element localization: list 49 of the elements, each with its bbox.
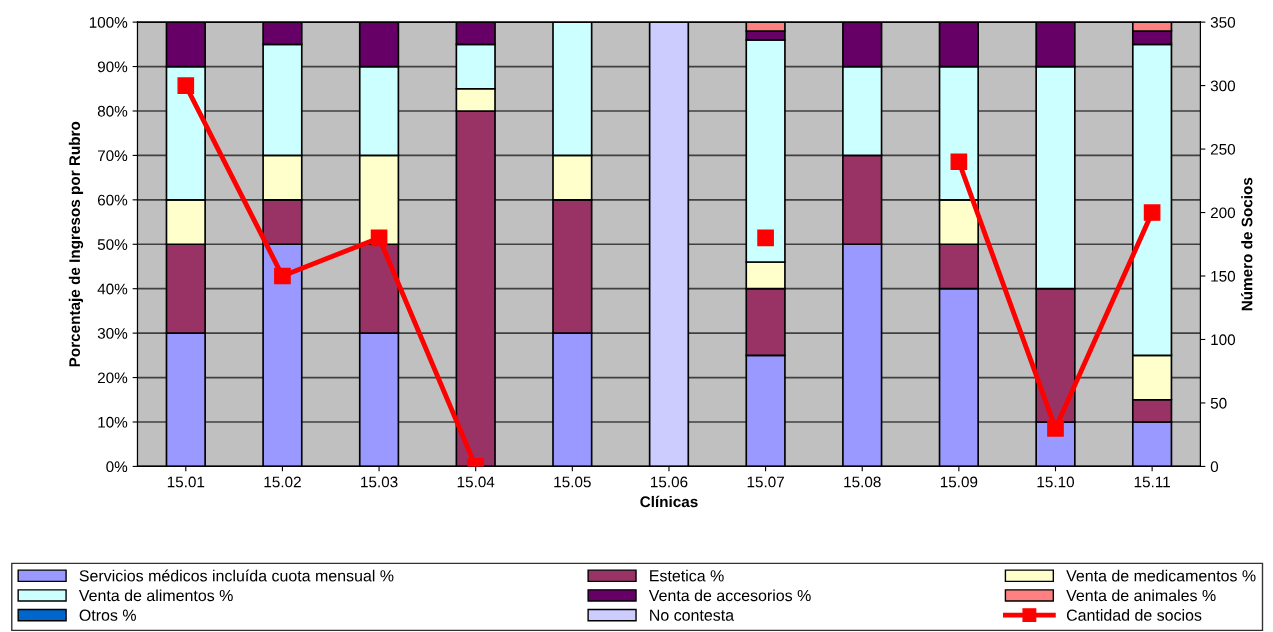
y2-tick-label: 250 <box>1210 143 1236 155</box>
y2-tick-label: 350 <box>1210 16 1236 28</box>
legend-label: Cantidad de socios <box>1066 609 1202 621</box>
x-axis-title: Clínicas <box>640 495 698 508</box>
x-tick-label: 15.06 <box>651 476 688 488</box>
y2-tick-label: 100 <box>1211 334 1236 346</box>
y-tick-label: 10% <box>98 416 128 428</box>
point <box>757 229 774 247</box>
y-tick-label: 50% <box>97 239 128 250</box>
point <box>177 77 195 94</box>
y2-tick-label: 0 <box>1210 461 1219 473</box>
legend-label: Servicios médicos incluída cuota mensual % <box>79 569 394 582</box>
point <box>950 153 968 171</box>
point <box>370 229 388 247</box>
y-tick-label: 20% <box>97 372 128 384</box>
y-tick-label: 100% <box>89 16 128 28</box>
point <box>1047 419 1064 437</box>
legend-label: Estetica % <box>650 569 724 582</box>
legend-label: No contesta <box>650 609 735 621</box>
y2-tick-label: 50 <box>1210 397 1227 409</box>
point <box>1143 204 1161 221</box>
x-tick-label: 15.04 <box>457 476 495 488</box>
x-tick-label: 15.03 <box>361 476 398 488</box>
legend-label: Venta de alimentos % <box>78 589 233 602</box>
x-tick-label: 15.08 <box>844 476 881 488</box>
y2-tick-label: 200 <box>1210 207 1236 219</box>
x-tick-label: 15.07 <box>747 476 784 488</box>
y-tick-label: 0% <box>106 461 128 473</box>
x-tick-label: 15.10 <box>1037 476 1075 488</box>
y-tick-label: 80% <box>97 105 128 117</box>
y-axis-title: Porcentaje de Ingresos por Rubro <box>68 121 84 367</box>
legend-label: Otros % <box>79 609 136 621</box>
x-tick-label: 15.02 <box>264 476 301 488</box>
y-tick-label: 70% <box>97 150 128 162</box>
legend-label: Venta de medicamentos % <box>1066 569 1256 582</box>
y-tick-label: 30% <box>97 327 128 339</box>
legend-label: Venta de accesorios % <box>648 589 811 602</box>
y2-axis-title: Número de Socios <box>1241 177 1253 311</box>
y-tick-label: 40% <box>97 283 128 295</box>
x-tick-label: 15.01 <box>167 476 205 488</box>
y-tick-label: 90% <box>97 61 128 73</box>
point <box>274 267 291 285</box>
x-tick-label: 15.11 <box>1134 476 1170 488</box>
y2-tick-label: 300 <box>1210 80 1236 92</box>
x-tick-label: 15.05 <box>554 476 591 488</box>
x-tick-label: 15.09 <box>940 476 978 488</box>
y-tick-label: 60% <box>97 194 128 206</box>
legend-label: Venta de animales % <box>1066 589 1216 602</box>
y2-tick-label: 150 <box>1211 270 1236 282</box>
